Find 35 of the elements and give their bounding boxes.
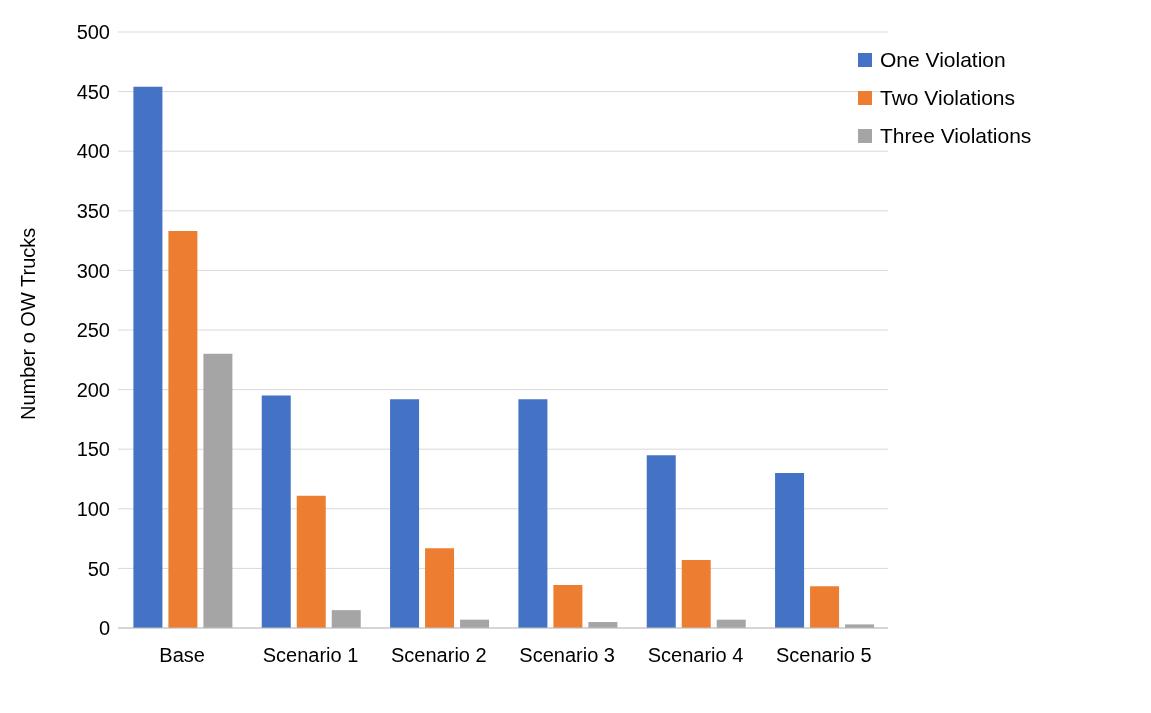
y-tick-label: 200 — [76, 378, 110, 401]
bar — [261, 395, 291, 628]
bar — [203, 353, 233, 628]
y-tick-label: 300 — [76, 259, 110, 282]
y-tick-label: 100 — [76, 497, 110, 520]
x-tick-label: Scenario 5 — [776, 644, 872, 667]
legend-label: One Violation — [880, 48, 1006, 72]
x-tick-label: Scenario 4 — [647, 644, 744, 667]
y-axis-title: Number o OW Trucks — [17, 227, 40, 420]
bar — [296, 495, 326, 628]
y-tick-label: 400 — [76, 140, 110, 163]
bar — [646, 455, 676, 628]
y-tick-label: 50 — [87, 557, 110, 580]
y-tick-label: 150 — [76, 438, 110, 461]
y-tick-label: 500 — [76, 21, 110, 44]
bar — [518, 399, 548, 628]
bar — [553, 585, 583, 628]
x-tick-label: Base — [159, 644, 205, 667]
bar — [775, 473, 805, 628]
bar — [390, 399, 420, 628]
bar — [133, 86, 163, 628]
y-tick-label: 0 — [98, 617, 110, 640]
x-tick-label: Scenario 3 — [519, 644, 615, 667]
y-tick-label: 350 — [76, 199, 110, 222]
x-tick-label: Scenario 1 — [262, 644, 359, 667]
bar — [681, 560, 711, 628]
legend-label: Two Violations — [880, 86, 1016, 110]
legend-label: Three Violations — [880, 124, 1032, 148]
y-tick-label: 250 — [76, 319, 110, 342]
x-tick-label: Scenario 2 — [391, 644, 487, 667]
y-tick-label: 450 — [76, 80, 110, 103]
bar — [331, 610, 361, 628]
bar — [168, 231, 198, 628]
bar — [810, 586, 840, 628]
bar — [425, 548, 455, 628]
